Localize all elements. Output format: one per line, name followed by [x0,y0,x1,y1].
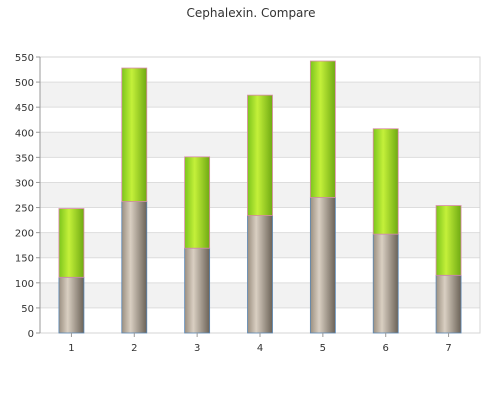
x-tick-label: 5 [320,343,326,354]
bar-segment-upper [309,60,336,198]
y-tick-label: 550 [15,53,34,64]
bar-segment-lower [309,197,336,334]
y-tick-label: 250 [15,204,34,215]
bar-segment-lower [58,276,85,334]
bar-segment-lower [247,215,273,334]
y-tick-label: 150 [15,254,34,265]
bar-segment-upper [58,208,85,278]
bar-segment-lower [184,247,211,334]
x-tick-label: 1 [68,343,74,354]
x-tick-label: 7 [445,343,451,354]
y-tick-label: 400 [15,128,34,139]
bar-segment-lower [121,201,148,334]
y-tick-label: 350 [15,153,34,164]
y-tick-label: 100 [15,279,34,290]
bars [58,60,462,334]
bar-segment-upper [184,156,211,249]
y-tick-label: 500 [15,78,34,89]
x-tick-label: 3 [194,343,200,354]
chart-title: Cephalexin. Compare [187,6,316,20]
y-tick-label: 50 [21,304,34,315]
y-tick-label: 0 [28,329,34,340]
y-tick-label: 200 [15,229,34,240]
bar-segment-lower [372,233,399,334]
axes: 0 50 100 150 200 250 300 350 400 450 500 550 1 2 3 4 5 6 7 [15,53,452,354]
bar-segment-upper [372,128,399,235]
bar-segment-upper [435,205,462,276]
plot-band [40,57,480,83]
bar-segment-lower [435,274,462,334]
y-tick-label: 300 [15,178,34,189]
bar-segment-upper [121,67,148,202]
y-tick-label: 450 [15,103,34,114]
x-tick-label: 4 [257,343,263,354]
bar-segment-upper [247,94,273,216]
x-tick-label: 2 [131,343,137,354]
x-tick-label: 6 [383,343,389,354]
